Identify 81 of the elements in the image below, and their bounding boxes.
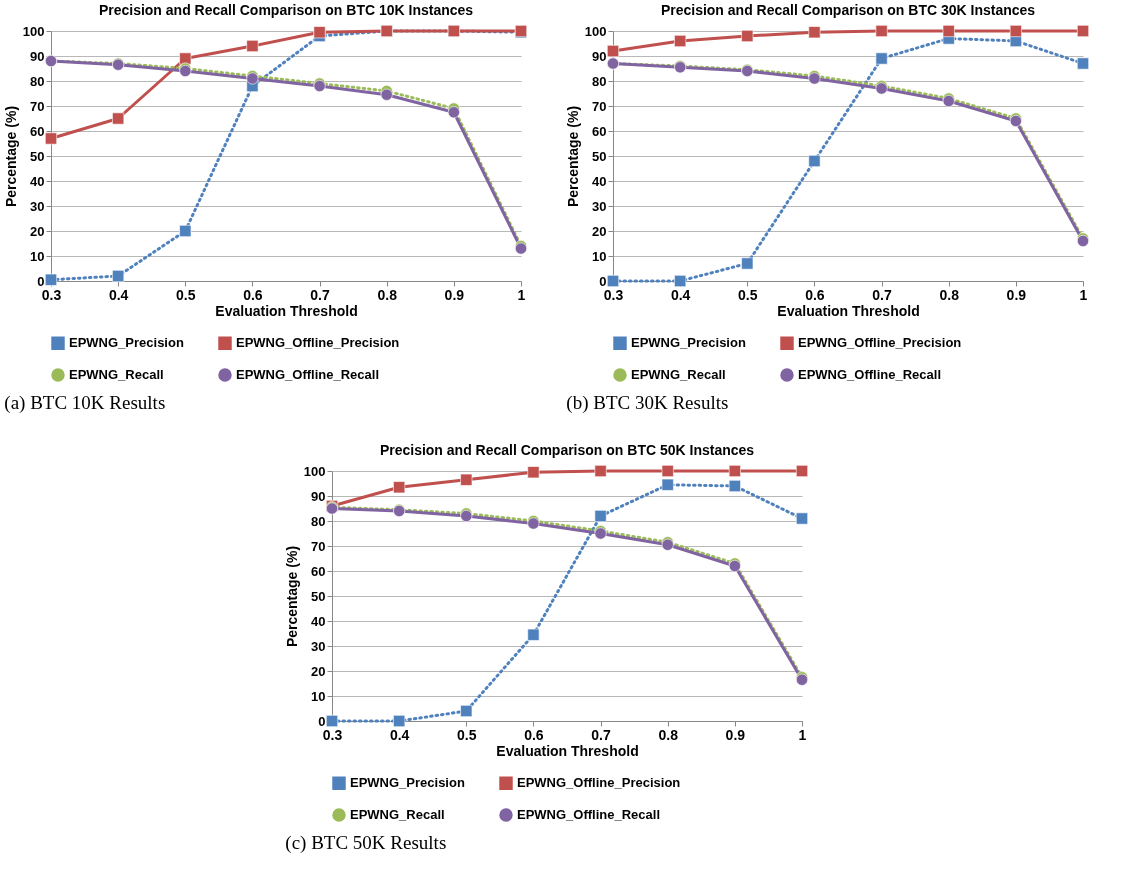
y-tick-label: 70 (311, 538, 326, 554)
y-tick-label: 50 (311, 588, 326, 604)
x-tick-label: 1 (1079, 286, 1088, 303)
y-axis-title: Percentage (%) (283, 545, 300, 648)
y-tick-label: 50 (592, 148, 607, 164)
y-tick-label: 70 (592, 98, 607, 114)
x-tick-label: 0.4 (670, 286, 691, 303)
x-tick-label: 0.7 (310, 286, 331, 303)
chart-title: Precision and Recall Comparison on BTC 10K Instances (98, 2, 474, 19)
x-axis-title: Evaluation Threshold (496, 742, 639, 759)
x-tick-label: 0.3 (322, 726, 343, 743)
legend-label: EPWNG_Recall (631, 367, 726, 382)
x-tick-label: 0.3 (41, 286, 62, 303)
x-tick-label: 0.3 (603, 286, 624, 303)
y-tick-label: 80 (30, 73, 45, 89)
y-axis-title: Percentage (%) (564, 105, 581, 208)
y-tick-label: 90 (311, 488, 326, 504)
x-axis-title: Evaluation Threshold (777, 302, 920, 319)
y-tick-label: 60 (592, 123, 607, 139)
y-tick-label: 40 (592, 173, 607, 189)
x-tick-label: 0.9 (444, 286, 465, 303)
y-tick-label: 70 (30, 98, 45, 114)
legend-label: EPWNG_Offline_Precision (517, 775, 681, 791)
legend-label: EPWNG_Recall (350, 807, 445, 822)
legend-label: EPWNG_Precision (69, 335, 184, 351)
y-tick-label: 10 (311, 688, 326, 704)
y-tick-label: 10 (592, 248, 607, 264)
x-tick-label: 0.6 (243, 286, 263, 303)
x-tick-label: 0.9 (1006, 286, 1027, 303)
text: (c) BTC 50K Results (285, 832, 447, 854)
x-tick-label: 0.5 (176, 286, 196, 303)
y-tick-label: 100 (303, 463, 326, 479)
text: (a) BTC 10K Results (4, 392, 166, 414)
y-tick-label: 0 (37, 273, 45, 289)
x-tick-label: 0.4 (108, 286, 129, 303)
y-tick-label: 20 (30, 223, 45, 239)
x-tick-label: 0.5 (738, 286, 758, 303)
legend-label: EPWNG_Offline_Recall (798, 367, 942, 382)
x-tick-label: 0.4 (389, 726, 410, 743)
chart-title: Precision and Recall Comparison on BTC 30K Instances (660, 2, 1036, 19)
y-tick-label: 80 (311, 513, 326, 529)
x-tick-label: 1 (517, 286, 526, 303)
x-tick-label: 0.7 (591, 726, 612, 743)
y-tick-label: 80 (592, 73, 607, 89)
x-tick-label: 0.8 (939, 286, 960, 303)
legend-label: EPWNG_Offline_Precision (798, 335, 962, 351)
y-tick-label: 40 (30, 173, 45, 189)
y-tick-label: 100 (22, 23, 45, 39)
y-tick-label: 60 (30, 123, 45, 139)
y-tick-label: 30 (592, 198, 607, 214)
x-axis-title: Evaluation Threshold (215, 302, 358, 319)
y-tick-label: 30 (30, 198, 45, 214)
x-tick-label: 0.7 (872, 286, 893, 303)
y-axis-title: Percentage (%) (2, 105, 19, 208)
y-tick-label: 40 (311, 613, 326, 629)
y-tick-label: 0 (599, 273, 607, 289)
y-tick-label: 10 (30, 248, 45, 264)
x-tick-label: 0.8 (377, 286, 398, 303)
y-tick-label: 90 (592, 48, 607, 64)
y-tick-label: 30 (311, 638, 326, 654)
legend-label: EPWNG_Recall (69, 367, 164, 382)
y-tick-label: 60 (311, 563, 326, 579)
x-tick-label: 0.9 (725, 726, 746, 743)
y-tick-label: 100 (584, 23, 607, 39)
legend-label: EPWNG_Offline_Precision (236, 335, 400, 351)
text: (b) BTC 30K Results (566, 392, 729, 414)
x-tick-label: 0.5 (457, 726, 477, 743)
y-tick-label: 90 (30, 48, 45, 64)
x-tick-label: 0.6 (524, 726, 544, 743)
legend-label: EPWNG_Offline_Recall (517, 807, 661, 822)
x-tick-label: 0.6 (805, 286, 825, 303)
chart-title: Precision and Recall Comparison on BTC 50K Instances (379, 442, 755, 459)
legend-label: EPWNG_Offline_Recall (236, 367, 380, 382)
y-tick-label: 20 (311, 663, 326, 679)
x-tick-label: 0.8 (658, 726, 679, 743)
y-tick-label: 50 (30, 148, 45, 164)
legend-label: EPWNG_Precision (350, 775, 465, 791)
y-tick-label: 0 (318, 713, 326, 729)
y-tick-label: 20 (592, 223, 607, 239)
x-tick-label: 1 (798, 726, 807, 743)
legend-label: EPWNG_Precision (631, 335, 746, 351)
